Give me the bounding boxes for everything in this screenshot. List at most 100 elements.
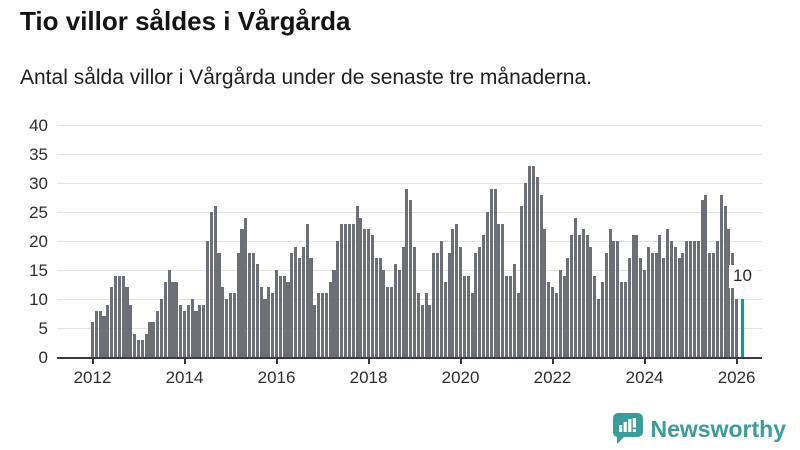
bar xyxy=(708,252,712,357)
bar xyxy=(413,246,417,357)
bar xyxy=(386,287,390,357)
bar xyxy=(462,275,466,357)
bar xyxy=(681,252,685,357)
bar xyxy=(320,293,325,357)
x-axis-tick xyxy=(643,359,646,364)
bar xyxy=(727,229,731,357)
value-label: 10 xyxy=(729,265,756,288)
bar xyxy=(700,200,704,357)
bar xyxy=(566,258,570,357)
y-axis-tick-label: 15 xyxy=(29,261,48,280)
x-axis-tick xyxy=(183,359,186,364)
bar xyxy=(554,293,558,357)
bar xyxy=(182,310,187,357)
x-axis-year-label: 2018 xyxy=(349,368,388,387)
bar xyxy=(374,258,378,357)
bar xyxy=(221,287,225,357)
bar xyxy=(340,223,344,357)
bar xyxy=(482,235,486,357)
bar xyxy=(696,241,700,357)
bar xyxy=(451,229,455,357)
bar xyxy=(669,241,673,357)
bar xyxy=(98,310,102,357)
bar xyxy=(328,281,332,357)
y-axis-tick-label: 0 xyxy=(38,348,48,367)
bar xyxy=(397,270,401,357)
bar xyxy=(140,339,144,357)
bar xyxy=(94,310,98,357)
bar xyxy=(531,165,535,357)
bar xyxy=(662,258,666,357)
newsworthy-icon xyxy=(612,413,643,445)
bar xyxy=(604,252,608,357)
bar xyxy=(577,235,581,357)
chart-subtitle: Antal sålda villor i Vårgårda under de s… xyxy=(20,66,593,89)
bar xyxy=(470,293,474,357)
bar xyxy=(106,304,110,357)
bar xyxy=(524,183,528,357)
bar xyxy=(497,223,501,357)
bar xyxy=(209,212,213,357)
bar xyxy=(382,270,386,357)
bar xyxy=(163,281,167,357)
bar xyxy=(125,287,129,357)
y-axis-tick-label: 30 xyxy=(29,174,48,193)
x-axis-year-label: 2026 xyxy=(717,368,756,387)
bar xyxy=(110,287,114,357)
bar xyxy=(646,246,650,357)
bar xyxy=(343,223,348,357)
bar xyxy=(735,299,739,357)
bar xyxy=(589,246,593,357)
bar xyxy=(712,252,716,357)
x-axis-tick xyxy=(275,359,278,364)
bar xyxy=(424,293,428,357)
bar xyxy=(405,188,409,357)
newsworthy-logo[interactable]: Newsworthy xyxy=(612,413,786,445)
bar xyxy=(282,275,286,357)
bar xyxy=(719,194,723,357)
bar xyxy=(363,229,367,357)
x-axis-tick xyxy=(551,359,554,364)
x-axis-tick xyxy=(367,359,370,364)
bar xyxy=(466,275,470,357)
bar xyxy=(286,281,290,357)
bar xyxy=(535,177,539,357)
x-axis-tick xyxy=(91,359,94,364)
bar xyxy=(190,299,194,357)
bar xyxy=(459,246,463,357)
bar xyxy=(420,304,424,357)
bar xyxy=(558,270,562,357)
bar xyxy=(666,229,670,357)
x-axis-tick xyxy=(459,359,462,364)
y-axis-tick-label: 35 xyxy=(29,145,48,164)
bar xyxy=(409,200,413,357)
bar xyxy=(228,293,233,357)
bar xyxy=(156,310,160,357)
bar xyxy=(255,264,259,357)
bar xyxy=(236,252,240,357)
x-axis-year-label: 2014 xyxy=(165,368,204,387)
bar xyxy=(133,333,137,357)
bar xyxy=(585,235,589,357)
bar xyxy=(539,194,543,357)
bar xyxy=(478,246,482,357)
bar xyxy=(416,293,420,357)
bar xyxy=(202,304,206,357)
bar xyxy=(547,281,551,357)
bar xyxy=(259,287,263,357)
bar xyxy=(677,258,681,357)
bar xyxy=(562,275,566,357)
bar xyxy=(704,194,708,357)
bar xyxy=(620,281,624,357)
bar xyxy=(689,241,693,357)
x-axis-year-label: 2012 xyxy=(73,368,112,387)
y-axis-tick-label: 10 xyxy=(29,290,48,309)
bar xyxy=(489,188,493,357)
bar xyxy=(685,241,689,357)
bar xyxy=(102,316,106,357)
bar xyxy=(148,322,152,357)
bar xyxy=(263,299,267,357)
gridline xyxy=(57,183,762,184)
bar xyxy=(436,252,440,357)
